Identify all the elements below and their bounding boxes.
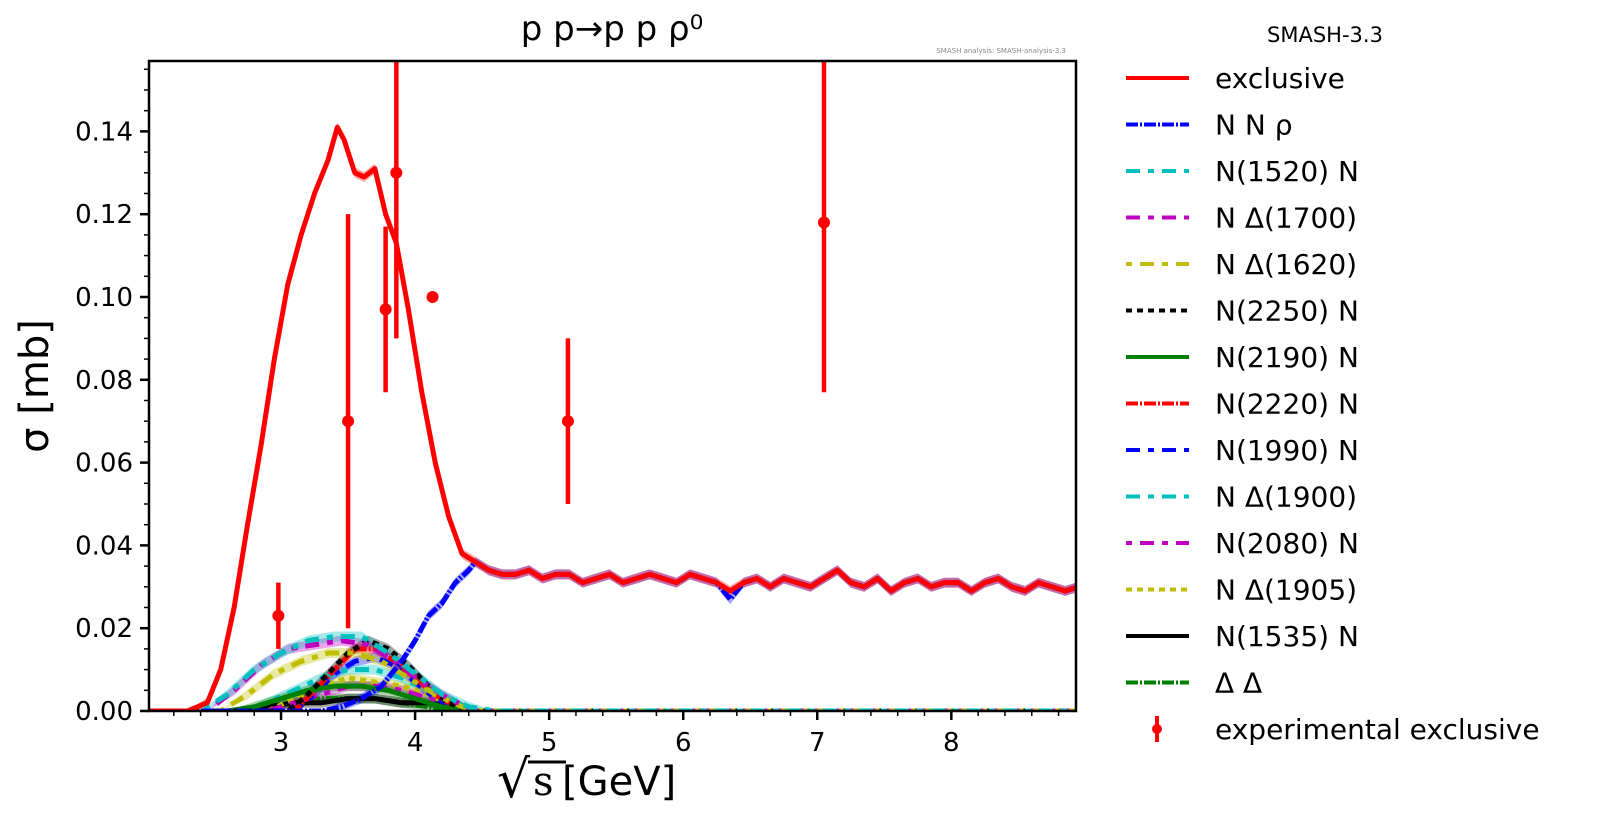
legend-label: N(1520) N bbox=[1215, 155, 1359, 188]
x-axis-variable: s bbox=[533, 759, 554, 805]
series-line bbox=[149, 650, 1076, 711]
axes-frame bbox=[147, 59, 1078, 713]
legend-label: N(2220) N bbox=[1215, 388, 1359, 421]
legend-label: N Δ(1620) bbox=[1215, 248, 1357, 281]
legend-label: Δ Δ bbox=[1215, 667, 1262, 700]
x-axis-ticks: 3 4 5 6 7 8 bbox=[173, 711, 1060, 758]
legend-label: exclusive bbox=[1215, 62, 1345, 95]
x-tick-label: 7 bbox=[809, 728, 826, 758]
uncertainty-band bbox=[149, 648, 1076, 711]
x-tick-label: 3 bbox=[273, 728, 290, 758]
data-point bbox=[379, 303, 392, 316]
legend-label: N(2080) N bbox=[1215, 527, 1359, 560]
x-tick-label: 4 bbox=[407, 728, 424, 758]
y-axis-ticks: 0.00 0.02 0.04 0.06 0.08 0.10 0.12 0.14 bbox=[75, 68, 149, 727]
watermark: SMASH analysis: SMASH-analysis-3.3 bbox=[936, 47, 1066, 55]
series-line bbox=[149, 124, 1076, 711]
y-tick-label: 0.04 bbox=[75, 531, 133, 561]
plot-area bbox=[149, 61, 1076, 711]
data-point bbox=[817, 216, 830, 229]
x-axis-unit: [GeV] bbox=[562, 759, 676, 805]
series-line bbox=[149, 633, 1076, 711]
legend-label: N(1535) N bbox=[1215, 620, 1359, 653]
y-axis-label: σ [mb] bbox=[12, 319, 58, 453]
data-point bbox=[426, 290, 439, 303]
legend-label: N Δ(1905) bbox=[1215, 574, 1357, 607]
uncertainty-band bbox=[149, 664, 1076, 711]
y-tick-label: 0.14 bbox=[75, 117, 133, 147]
experimental-points bbox=[272, 61, 830, 649]
y-tick-label: 0.10 bbox=[75, 283, 133, 313]
y-tick-label: 0.06 bbox=[75, 449, 133, 479]
legend-label: N(2190) N bbox=[1215, 341, 1359, 374]
series-lines bbox=[149, 124, 1076, 711]
legend-label: N(2250) N bbox=[1215, 295, 1359, 328]
uncertainty-band bbox=[149, 122, 1076, 711]
legend-label: N(1990) N bbox=[1215, 434, 1359, 467]
uncertainty-band bbox=[149, 672, 1076, 711]
x-tick-label: 6 bbox=[675, 728, 692, 758]
y-tick-label: 0.12 bbox=[75, 200, 133, 230]
x-tick-label: 8 bbox=[943, 728, 960, 758]
series-line bbox=[149, 675, 1076, 711]
series-line bbox=[149, 638, 1076, 711]
legend-label: experimental exclusive bbox=[1215, 713, 1540, 746]
data-point bbox=[390, 166, 403, 179]
data-point bbox=[272, 609, 285, 622]
series-line bbox=[149, 683, 1076, 711]
y-tick-label: 0.08 bbox=[75, 366, 133, 396]
y-tick-label: 0.00 bbox=[75, 697, 133, 727]
legend: SMASH-3.3 exclusive N N ρ N(1520) N N Δ(170… bbox=[1126, 23, 1540, 746]
chart-title: p p→p p ρ⁰ bbox=[521, 9, 703, 49]
sqrt-symbol: √ bbox=[497, 750, 531, 810]
legend-title: SMASH-3.3 bbox=[1267, 23, 1383, 47]
data-point bbox=[342, 415, 355, 428]
y-tick-label: 0.02 bbox=[75, 614, 133, 644]
legend-label: N Δ(1700) bbox=[1215, 202, 1357, 235]
legend-label: N N ρ bbox=[1215, 109, 1292, 142]
legend-label: N Δ(1900) bbox=[1215, 481, 1357, 514]
x-tick-label: 5 bbox=[541, 728, 558, 758]
data-point bbox=[561, 415, 574, 428]
legend-point-swatch bbox=[1152, 724, 1162, 734]
x-axis-label: √ s [GeV] bbox=[497, 750, 676, 810]
series-line bbox=[149, 638, 1076, 711]
uncertainty-bands bbox=[149, 122, 1076, 711]
